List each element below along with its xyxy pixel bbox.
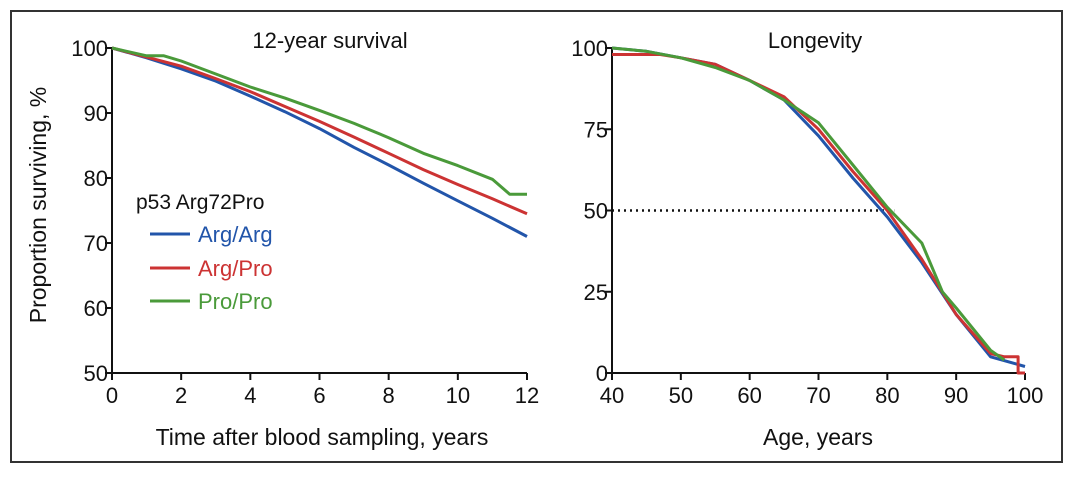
legend-label-pro-pro: Pro/Pro — [198, 289, 273, 314]
longevity-x-tick-label: 90 — [944, 383, 968, 408]
longevity-y-tick-label: 0 — [596, 361, 608, 386]
survival-y-tick-label: 80 — [84, 166, 108, 191]
longevity-x-tick-label: 40 — [600, 383, 624, 408]
longevity-y-tick-label: 50 — [584, 199, 608, 224]
longevity-y-tick-label: 25 — [584, 280, 608, 305]
survival-x-tick-label: 8 — [383, 383, 395, 408]
survival-y-tick-label: 60 — [84, 296, 108, 321]
survival-y-tick-label: 100 — [71, 36, 108, 61]
survival-series-arg-pro — [111, 46, 528, 216]
longevity-x-tick-label: 100 — [1007, 383, 1044, 408]
survival-series-arg-arg — [111, 46, 528, 238]
legend-label-arg-pro: Arg/Pro — [198, 256, 273, 281]
survival-y-tick-label: 50 — [84, 361, 108, 386]
longevity-series-arg-pro — [612, 53, 1025, 375]
survival-chart: 12-year survival Time after blood sampli… — [25, 28, 539, 450]
survival-x-tick-label: 6 — [313, 383, 325, 408]
figure-frame — [10, 10, 1063, 463]
longevity-y-tick-label: 100 — [571, 36, 608, 61]
longevity-x-tick-label: 80 — [875, 383, 899, 408]
survival-x-tick-label: 10 — [446, 383, 470, 408]
survival-x-tick-label: 4 — [244, 383, 256, 408]
survival-x-tick-label: 2 — [175, 383, 187, 408]
legend: p53 Arg72Pro Arg/Arg Arg/Pro Pro/Pro — [136, 191, 273, 314]
longevity-chart-title: Longevity — [768, 28, 862, 53]
survival-chart-title: 12-year survival — [252, 28, 407, 53]
survival-x-tick-label: 0 — [106, 383, 118, 408]
survival-y-axis-title: Proportion surviving, % — [25, 87, 51, 324]
longevity-series-pro-pro — [611, 46, 1006, 362]
longevity-x-tick-label: 70 — [806, 383, 830, 408]
survival-y-tick-label: 90 — [84, 101, 108, 126]
legend-title: p53 Arg72Pro — [136, 191, 264, 214]
longevity-x-axis-title: Age, years — [763, 424, 873, 450]
survival-x-axis-title: Time after blood sampling, years — [156, 424, 489, 450]
longevity-x-tick-label: 50 — [669, 383, 693, 408]
survival-y-tick-label: 70 — [84, 231, 108, 256]
longevity-chart: Longevity Age, years 40 50 60 70 80 90 100 0 25 5… — [571, 28, 1043, 450]
longevity-x-tick-label: 60 — [737, 383, 761, 408]
longevity-y-tick-label: 75 — [584, 117, 608, 142]
survival-series-pro-pro — [111, 46, 527, 196]
legend-label-arg-arg: Arg/Arg — [198, 222, 273, 247]
survival-x-tick-label: 12 — [515, 383, 539, 408]
